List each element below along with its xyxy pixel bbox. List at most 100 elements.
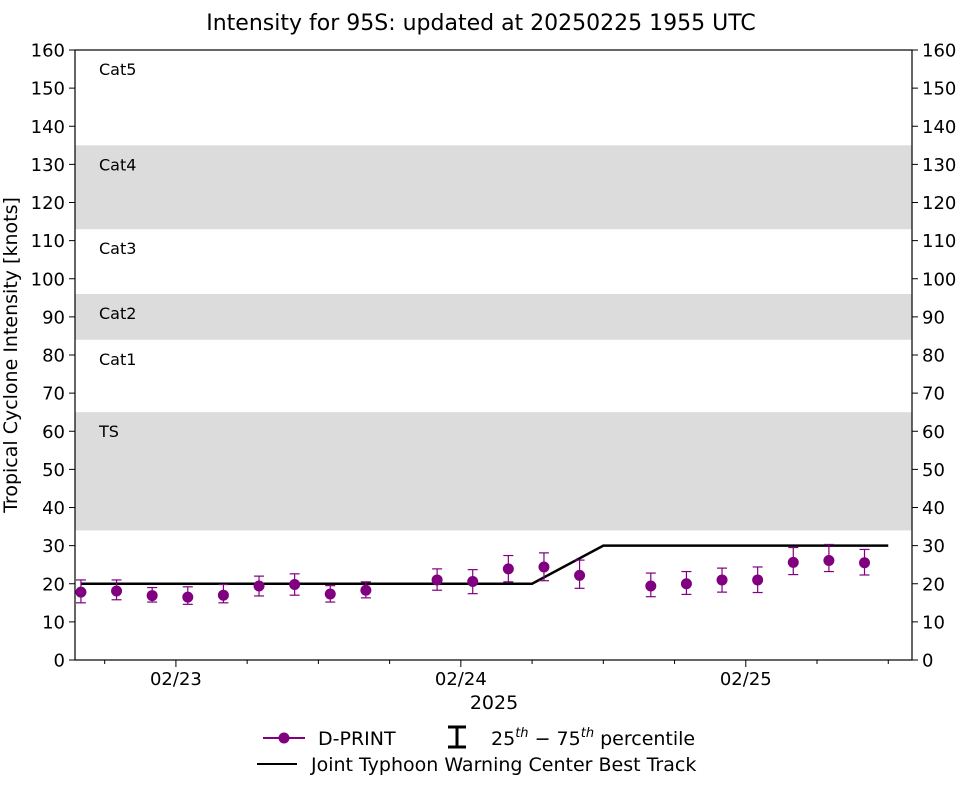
dprint-point-6 — [289, 573, 301, 596]
x-tick-label: 02/23 — [150, 669, 202, 690]
legend: D-PRINT 25th − 75th percentile Joint Typ… — [257, 725, 696, 776]
y-tick-label-right: 10 — [922, 612, 945, 633]
dprint-marker — [752, 574, 764, 586]
y-tick-label-right: 100 — [922, 269, 956, 290]
dprint-marker — [75, 586, 87, 598]
dprint-marker — [253, 580, 265, 592]
dprint-point-0 — [75, 579, 87, 604]
y-tick-label-left: 100 — [31, 269, 65, 290]
y-tick-label-right: 150 — [922, 79, 956, 100]
y-tick-label-right: 40 — [922, 498, 945, 519]
dprint-point-11 — [502, 554, 514, 583]
dprint-marker — [502, 563, 514, 575]
y-tick-label-left: 30 — [42, 536, 65, 557]
dprint-point-18 — [787, 546, 799, 576]
y-tick-label-right: 160 — [922, 41, 956, 62]
dprint-point-8 — [360, 581, 372, 599]
y-tick-label-left: 10 — [42, 612, 65, 633]
legend-dprint-marker — [278, 732, 290, 744]
dprint-point-7 — [324, 585, 336, 603]
y-tick-label-left: 120 — [31, 193, 65, 214]
x-tick-label: 02/25 — [720, 669, 772, 690]
dprint-marker — [859, 557, 871, 569]
dprint-point-13 — [574, 559, 586, 589]
dprint-point-20 — [859, 548, 871, 576]
legend-dprint-label: D-PRINT — [318, 728, 396, 750]
y-tick-label-left: 0 — [54, 651, 65, 672]
y-tick-label-right: 30 — [922, 536, 945, 557]
dprint-point-12 — [538, 552, 550, 582]
category-bands — [75, 145, 912, 531]
y-tick-label-right: 0 — [922, 651, 933, 672]
band-cat2 — [75, 294, 912, 340]
legend-percentile-label: 25th − 75th percentile — [491, 726, 695, 750]
band-label-cat4: Cat4 — [99, 155, 136, 174]
chart-title: Intensity for 95S: updated at 20250225 1… — [206, 11, 756, 36]
y-tick-label-left: 40 — [42, 498, 65, 519]
dprint-marker — [146, 590, 158, 602]
y-tick-label-left: 160 — [31, 41, 65, 62]
category-band-labels: TS Cat1 Cat2 Cat3 Cat4 Cat5 — [98, 60, 136, 441]
dprint-point-5 — [253, 575, 265, 597]
y-tick-label-left: 20 — [42, 574, 65, 595]
legend-best-track-label: Joint Typhoon Warning Center Best Track — [310, 754, 696, 776]
dprint-marker — [538, 561, 550, 573]
dprint-point-15 — [680, 570, 692, 596]
dprint-marker — [574, 569, 586, 581]
dprint-marker — [645, 580, 657, 592]
y-tick-label-left: 140 — [31, 117, 65, 138]
band-cat4 — [75, 145, 912, 230]
band-label-ts: TS — [98, 422, 119, 441]
y-tick-label-left: 110 — [31, 231, 65, 252]
dprint-point-17 — [752, 566, 764, 594]
legend-errorbar-icon — [448, 725, 466, 749]
dprint-point-10 — [467, 569, 479, 595]
dprint-marker — [217, 589, 229, 601]
y-tick-label-right: 50 — [922, 460, 945, 481]
y-tick-label-right: 120 — [922, 193, 956, 214]
y-axis-label: Tropical Cyclone Intensity [knots] — [0, 197, 22, 514]
y-tick-label-right: 80 — [922, 346, 945, 367]
dprint-marker — [467, 575, 479, 587]
y-tick-label-left: 130 — [31, 155, 65, 176]
y-tick-label-left: 150 — [31, 79, 65, 100]
y-tick-label-right: 110 — [922, 231, 956, 252]
dprint-marker — [324, 588, 336, 600]
x-axis-label: 2025 — [470, 692, 518, 714]
y-tick-label-left: 50 — [42, 460, 65, 481]
dprint-marker — [360, 584, 372, 596]
best-track-series — [80, 544, 889, 585]
dprint-marker — [823, 554, 835, 566]
band-label-cat5: Cat5 — [99, 60, 136, 79]
dprint-marker — [182, 591, 194, 603]
y-tick-label-right: 60 — [922, 422, 945, 443]
y-axis-right: 0 10 20 30 40 50 60 70 80 90 100 110 120 130 140 150 160 — [912, 41, 956, 672]
dprint-point-3 — [182, 586, 194, 605]
dprint-marker — [716, 574, 728, 586]
y-tick-label-right: 140 — [922, 117, 956, 138]
y-tick-label-left: 60 — [42, 422, 65, 443]
band-label-cat2: Cat2 — [99, 304, 136, 323]
dprint-marker — [431, 574, 443, 586]
band-label-cat1: Cat1 — [99, 350, 136, 369]
band-ts — [75, 412, 912, 531]
dprint-marker — [289, 579, 301, 591]
y-tick-label-right: 20 — [922, 574, 945, 595]
dprint-point-2 — [146, 586, 158, 603]
dprint-point-9 — [431, 568, 443, 591]
dprint-marker — [787, 556, 799, 568]
dprint-point-19 — [823, 543, 835, 573]
plot-frame — [74, 49, 913, 661]
x-tick-label: 02/24 — [435, 669, 487, 690]
y-tick-label-left: 80 — [42, 346, 65, 367]
y-tick-label-right: 70 — [922, 384, 945, 405]
dprint-point-14 — [645, 572, 657, 598]
dprint-point-1 — [111, 579, 123, 601]
dprint-marker — [111, 585, 123, 597]
best-track-line — [80, 544, 889, 585]
x-axis: 02/23 02/24 02/25 — [104, 660, 889, 690]
dprint-series — [75, 543, 871, 605]
dprint-marker — [680, 578, 692, 590]
y-tick-label-right: 130 — [922, 155, 956, 176]
